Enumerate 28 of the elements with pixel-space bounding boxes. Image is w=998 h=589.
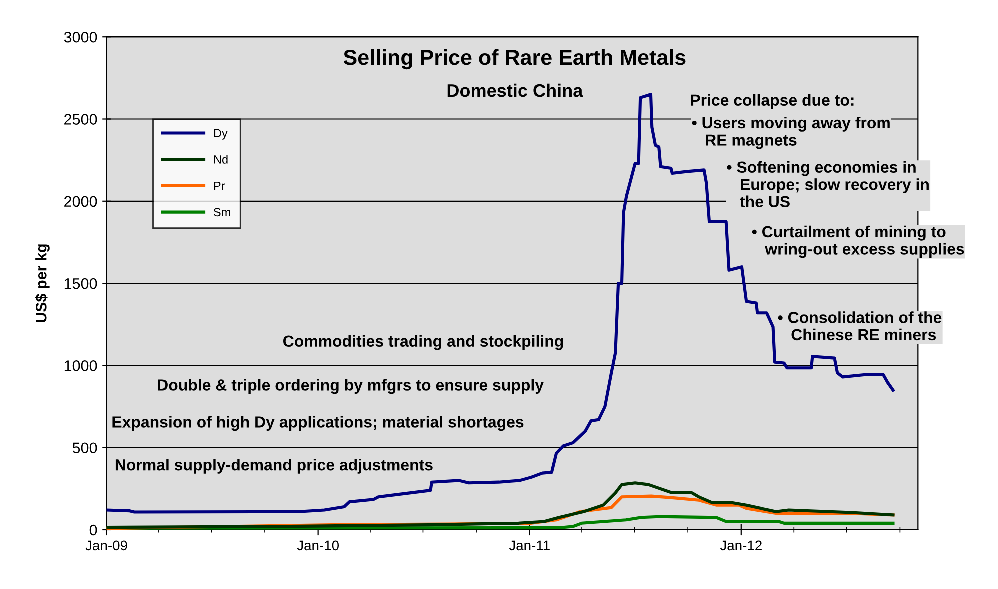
y-tick-label: 2500 (64, 114, 98, 125)
legend-label: Sm (214, 208, 230, 217)
annotation: • Softening economies in Europe; slow recovery in the US (727, 161, 929, 208)
text: Domestic China (448, 84, 584, 98)
y-axis-title: US$ per kg (35, 244, 50, 323)
x-tick-label: Jan-11 (509, 540, 550, 551)
legend-label: Dy (214, 129, 228, 140)
annotation: • Curtailment of mining to wring-out excess supplies (752, 226, 964, 258)
y-tick-label: 2000 (64, 196, 98, 208)
y-tick-label: 3000 (64, 32, 98, 43)
annotation: Expansion of high Dy applications; material shortages (112, 416, 524, 432)
y-tick-label: 1000 (64, 360, 98, 372)
x-tick-label: Jan-12 (720, 540, 762, 551)
annotation: • Consolidation of the Chinese RE miners (778, 312, 942, 341)
legend-label: Nd (214, 155, 228, 164)
annotation: Commodities trading and stockpiling (284, 335, 564, 350)
text: Selling Price of Rare Earth Metals (344, 49, 686, 70)
x-tick-label: Jan-09 (86, 540, 128, 551)
annotation: Price collapse due to: (691, 94, 854, 110)
annotation: Normal supply-demand price adjustments (116, 459, 433, 474)
y-tick-label: 1500 (64, 278, 98, 290)
y-tick-label: 0 (90, 524, 98, 536)
legend-label: Pr (214, 182, 226, 190)
y-tick-label: 500 (72, 442, 98, 454)
annotation: • Users moving away from RE magnets (692, 116, 890, 150)
line-series (106, 482, 895, 530)
annotation: Double & triple ordering by mfgrs to ensure supply (158, 379, 544, 394)
x-tick-label: Jan-10 (297, 540, 340, 551)
